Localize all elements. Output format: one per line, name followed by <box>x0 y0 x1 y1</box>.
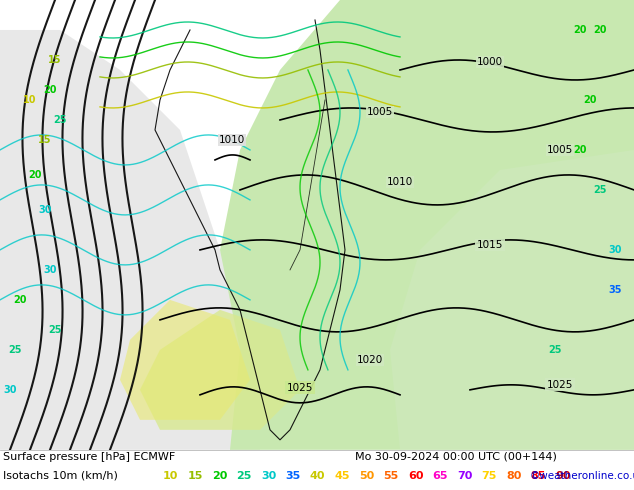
Text: 15: 15 <box>48 55 61 65</box>
Text: 20: 20 <box>29 170 42 180</box>
Text: 50: 50 <box>359 471 374 481</box>
Text: 30: 30 <box>261 471 276 481</box>
Text: 85: 85 <box>531 471 546 481</box>
Polygon shape <box>0 30 260 450</box>
Polygon shape <box>120 300 250 420</box>
Polygon shape <box>220 0 634 450</box>
Text: 30: 30 <box>43 265 57 275</box>
Text: 10: 10 <box>163 471 178 481</box>
Text: 80: 80 <box>506 471 521 481</box>
Text: 55: 55 <box>384 471 399 481</box>
Text: 90: 90 <box>555 471 571 481</box>
Text: 20: 20 <box>212 471 228 481</box>
Text: 40: 40 <box>310 471 325 481</box>
Text: Surface pressure [hPa] ECMWF: Surface pressure [hPa] ECMWF <box>3 452 175 462</box>
Text: 1005: 1005 <box>547 145 573 155</box>
Text: 1025: 1025 <box>547 380 573 390</box>
Text: 1005: 1005 <box>367 107 393 117</box>
Text: 25: 25 <box>8 345 22 355</box>
Text: 1010: 1010 <box>387 177 413 187</box>
Text: 30: 30 <box>608 245 622 255</box>
Text: 20: 20 <box>573 25 586 35</box>
Text: Mo 30-09-2024 00:00 UTC (00+144): Mo 30-09-2024 00:00 UTC (00+144) <box>355 452 557 462</box>
Text: 20: 20 <box>573 145 586 155</box>
Text: 70: 70 <box>457 471 472 481</box>
Polygon shape <box>390 150 634 450</box>
Text: 60: 60 <box>408 471 424 481</box>
Polygon shape <box>140 310 300 430</box>
Text: 20: 20 <box>583 95 597 105</box>
Text: 15: 15 <box>38 135 52 145</box>
Text: 1025: 1025 <box>287 383 313 393</box>
Text: 1000: 1000 <box>477 57 503 67</box>
Text: 10: 10 <box>23 95 37 105</box>
Text: 1015: 1015 <box>477 240 503 250</box>
Text: 20: 20 <box>43 85 57 95</box>
Text: 25: 25 <box>53 115 67 125</box>
Text: 35: 35 <box>285 471 301 481</box>
Text: 1010: 1010 <box>219 135 245 145</box>
Text: 15: 15 <box>188 471 203 481</box>
Text: 25: 25 <box>48 325 61 335</box>
Text: 30: 30 <box>3 385 16 395</box>
Text: 25: 25 <box>593 185 607 195</box>
Text: 65: 65 <box>432 471 448 481</box>
Text: Isotachs 10m (km/h): Isotachs 10m (km/h) <box>3 471 118 481</box>
Text: 30: 30 <box>38 205 52 215</box>
Text: 25: 25 <box>548 345 562 355</box>
Text: 20: 20 <box>593 25 607 35</box>
Text: 75: 75 <box>481 471 497 481</box>
Text: 35: 35 <box>608 285 622 295</box>
Text: 45: 45 <box>335 471 350 481</box>
Text: 1020: 1020 <box>357 355 383 365</box>
Text: ©weatheronline.co.uk: ©weatheronline.co.uk <box>530 471 634 481</box>
Text: 25: 25 <box>236 471 252 481</box>
Text: 20: 20 <box>13 295 27 305</box>
